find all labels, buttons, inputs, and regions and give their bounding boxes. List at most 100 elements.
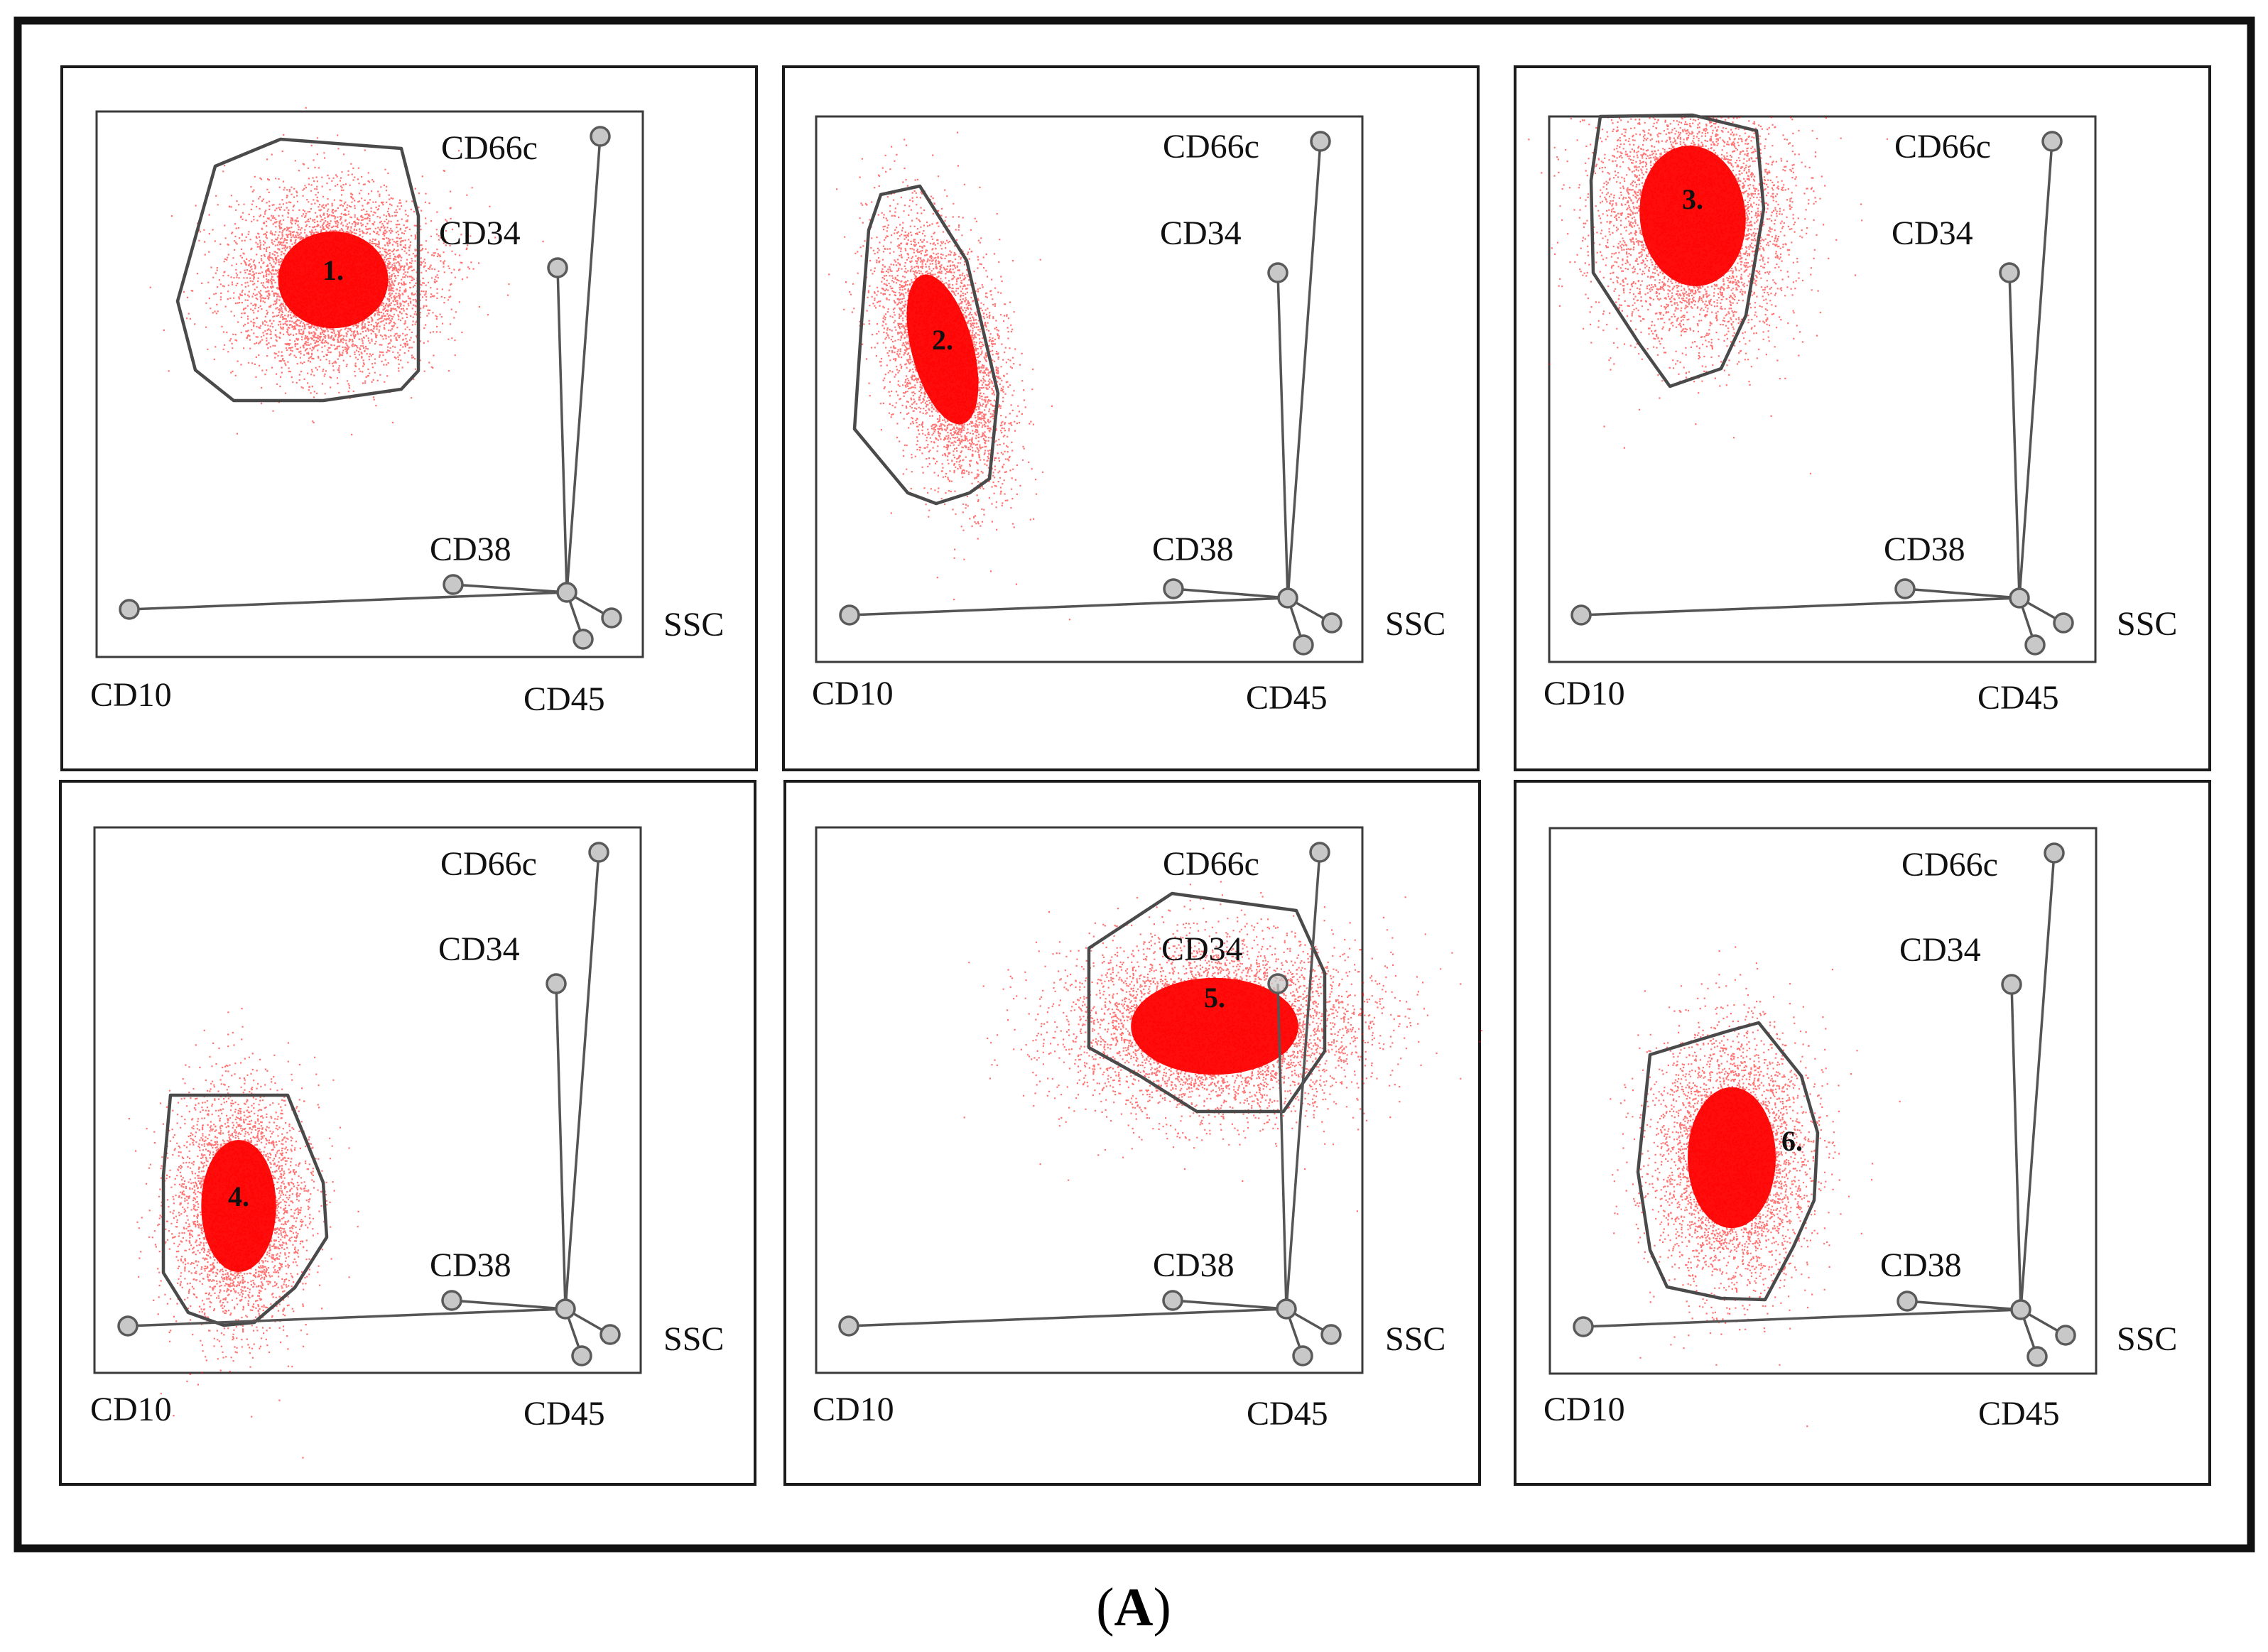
radial-axes [839, 131, 1342, 656]
axis-cd66c [2019, 852, 2056, 1310]
label-cd34: CD34 [439, 214, 521, 252]
label-ssc: SSC [1385, 605, 1445, 643]
label-cd34: CD34 [1892, 214, 1973, 252]
node-cd10 [1573, 1316, 1594, 1337]
radial-axes [119, 126, 622, 650]
scatter-dots [1610, 946, 1901, 1428]
label-ssc: SSC [1385, 1320, 1445, 1358]
node-cd45 [1293, 634, 1314, 656]
caption-open-paren: ( [1096, 1577, 1114, 1637]
caption-letter: A [1114, 1577, 1154, 1637]
node-cd34 [1999, 262, 2020, 283]
node-cd10 [839, 604, 860, 626]
population-label: 2. [932, 324, 953, 356]
node-center [1276, 1298, 1297, 1320]
axis-cd10 [848, 1308, 1287, 1327]
node-ssc [1321, 612, 1342, 634]
scatter-cloud [126, 1008, 359, 1459]
node-cd66c [1310, 131, 1331, 152]
node-cd10 [838, 1315, 859, 1337]
node-cd45 [2024, 634, 2046, 656]
axis-cd34 [555, 983, 567, 1310]
label-ssc: SSC [663, 1320, 724, 1358]
axis-cd34 [2008, 272, 2021, 599]
panel-2: 2. CD66c CD34 CD38 SSC CD10 CD45 [782, 65, 1480, 771]
population-gate [1636, 1021, 1820, 1302]
node-cd34 [1267, 973, 1288, 994]
node-center [1277, 587, 1298, 609]
axis-cd34 [2010, 984, 2022, 1310]
figure-caption: (A) [1096, 1577, 1171, 1637]
label-ssc: SSC [663, 606, 724, 643]
scatter-dots [828, 131, 1070, 621]
node-cd66c [2041, 131, 2063, 152]
axis-cd38 [1904, 587, 2020, 599]
plot-area [95, 110, 644, 658]
node-cd66c [588, 842, 609, 863]
population-label: 3. [1682, 183, 1703, 215]
population-label: 1. [322, 254, 344, 286]
node-center [556, 582, 577, 603]
node-cd34 [546, 973, 567, 994]
axis-cd66c [1286, 141, 1322, 599]
node-cd38 [443, 574, 464, 595]
node-cd66c [1309, 842, 1330, 863]
node-ssc [1320, 1324, 1342, 1345]
axis-cd38 [452, 583, 568, 594]
caption-close-paren: ) [1153, 1577, 1171, 1637]
scatter-cloud [1528, 116, 1888, 474]
radial-axes [1573, 842, 2076, 1367]
population-gate [852, 184, 1000, 506]
label-cd38: CD38 [430, 531, 511, 568]
label-cd66c: CD66c [440, 845, 537, 883]
label-cd66c: CD66c [1894, 128, 1991, 165]
panel-3: 3. CD66c CD34 CD38 SSC CD10 CD45 [1514, 65, 2211, 771]
axis-cd38 [1172, 1299, 1287, 1310]
node-ssc [2055, 1325, 2076, 1346]
axis-cd34 [1276, 983, 1288, 1310]
scatter-cloud [828, 131, 1070, 621]
label-cd45: CD45 [523, 680, 605, 718]
label-cd66c: CD66c [1163, 128, 1259, 165]
label-cd10: CD10 [1543, 675, 1625, 712]
node-cd34 [1267, 262, 1288, 283]
axis-cd34 [1276, 272, 1289, 599]
population-gate [175, 137, 420, 403]
node-center [555, 1298, 576, 1320]
node-cd38 [1162, 1290, 1183, 1311]
node-cd45 [571, 1345, 592, 1366]
node-ssc [601, 607, 622, 629]
panel-1: 1. CD66c CD34 CD38 SSC CD10 CD45 [60, 65, 758, 771]
axis-cd10 [1583, 1308, 2022, 1328]
axis-cd66c [565, 136, 602, 593]
label-cd34: CD34 [1161, 930, 1243, 968]
panel-5: 5. CD66c CD34 CD38 SSC CD10 CD45 [783, 780, 1534, 1486]
label-cd38: CD38 [1884, 531, 1965, 568]
population-label: 4. [228, 1180, 249, 1212]
node-center [2010, 1299, 2031, 1320]
node-cd38 [1163, 578, 1184, 599]
node-cd10 [119, 599, 140, 620]
label-cd10: CD10 [1543, 1391, 1625, 1428]
population-gate [161, 1093, 329, 1327]
axis-cd10 [129, 591, 568, 611]
node-cd45 [1292, 1345, 1313, 1366]
scatter-dots [963, 881, 1534, 1212]
label-cd66c: CD66c [1901, 846, 1998, 884]
axis-cd10 [1580, 597, 2020, 616]
axis-cd38 [451, 1299, 566, 1310]
axis-cd38 [1173, 587, 1288, 599]
node-cd34 [2001, 974, 2022, 995]
axis-cd34 [556, 267, 568, 593]
node-cd66c [2044, 842, 2065, 864]
plot-area [1548, 827, 2098, 1375]
node-cd45 [573, 629, 594, 650]
panel-4: 4. CD66c CD34 CD38 SSC CD10 CD45 [59, 780, 756, 1486]
plot-area [815, 826, 1364, 1374]
label-cd34: CD34 [1160, 214, 1242, 252]
label-cd38: CD38 [1880, 1246, 1962, 1284]
scatter-cloud [963, 881, 1534, 1212]
scatter-cloud [149, 107, 544, 435]
axis-cd10 [127, 1308, 566, 1327]
radial-axes [117, 842, 621, 1366]
